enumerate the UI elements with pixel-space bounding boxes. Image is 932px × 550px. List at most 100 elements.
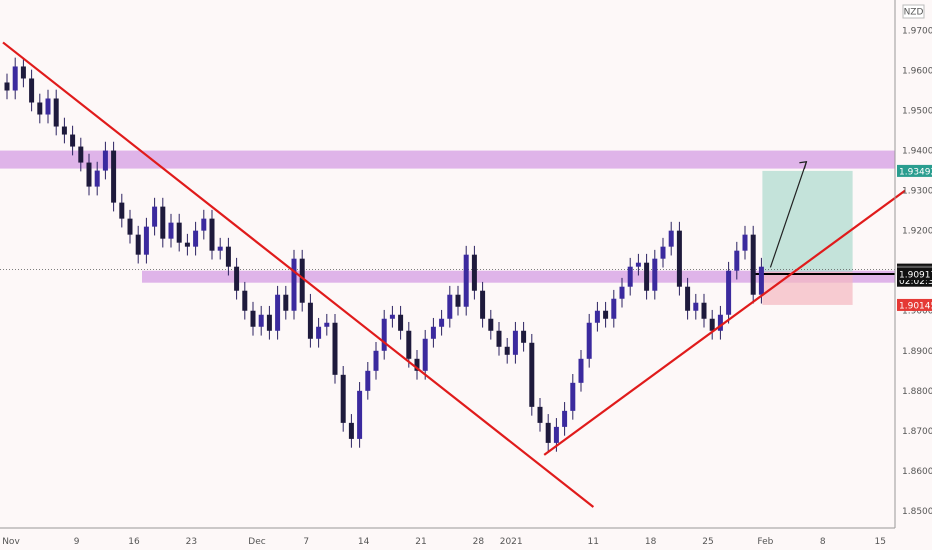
- candle: [668, 221, 674, 256]
- candle-body: [406, 330, 412, 359]
- candle-body: [521, 330, 527, 343]
- candle-body: [357, 390, 363, 439]
- candle-body: [603, 310, 609, 319]
- candle: [685, 277, 691, 320]
- candle: [717, 305, 723, 340]
- candle-body: [758, 266, 764, 295]
- candle-body: [307, 302, 313, 339]
- candle: [316, 317, 322, 348]
- price-tick-label: 1.92000: [902, 227, 932, 237]
- price-tick-label: 1.95000: [902, 107, 932, 117]
- candle: [422, 329, 428, 380]
- candle: [340, 366, 346, 432]
- candle-body: [414, 358, 420, 371]
- target-price-badge: 1.93492: [897, 164, 932, 177]
- candle: [37, 93, 43, 124]
- candle-body: [570, 382, 576, 411]
- candle: [152, 197, 158, 236]
- stop-level-badge-text: 1.90917: [899, 271, 932, 281]
- candle: [406, 321, 412, 368]
- candle-body: [324, 322, 330, 327]
- zones-layer: [0, 150, 895, 283]
- candle-body: [250, 310, 256, 327]
- mid-support-zone: [142, 270, 895, 283]
- candle: [291, 249, 297, 320]
- uptrend-line: [543, 189, 906, 456]
- candle-body: [701, 302, 707, 319]
- time-tick-label: Dec: [248, 537, 265, 547]
- candle: [61, 117, 67, 144]
- candle: [20, 57, 26, 88]
- candle: [143, 217, 149, 264]
- candle: [78, 137, 84, 172]
- time-axis[interactable]: Nov 9 16 23 Dec 7 14 21 28 2021 11 18 25 Feb 8 15: [0, 527, 895, 547]
- candle-body: [619, 286, 625, 299]
- candle-body: [316, 326, 322, 339]
- candle: [12, 57, 18, 100]
- candle: [209, 209, 215, 260]
- candle: [439, 309, 445, 336]
- stop-price-badge: 1.90145: [897, 298, 932, 311]
- candle-body: [111, 150, 117, 203]
- candle-body: [201, 218, 207, 231]
- candle-body: [635, 262, 641, 267]
- candle-body: [398, 314, 404, 331]
- candle-body: [217, 246, 223, 251]
- candle-body: [4, 82, 10, 91]
- candle: [168, 213, 174, 248]
- price-tick-label: 1.90000: [902, 307, 932, 317]
- candle: [504, 337, 510, 364]
- candle-body: [61, 126, 67, 135]
- candle-body: [529, 342, 535, 407]
- candle: [127, 209, 133, 244]
- candle: [119, 193, 125, 228]
- candle-body: [119, 202, 125, 219]
- candle: [660, 237, 666, 268]
- candle-body: [176, 222, 182, 243]
- price-axis[interactable]: NZD 1.970001.960001.950001.940001.930001…: [894, 0, 932, 528]
- candle-body: [480, 290, 486, 319]
- candle-body: [717, 314, 723, 331]
- price-tick-label: 1.86000: [902, 467, 932, 477]
- candle: [726, 261, 732, 324]
- candle: [275, 285, 281, 340]
- candle-body: [299, 258, 305, 303]
- candle-body: [726, 270, 732, 315]
- candle: [709, 309, 715, 340]
- candle: [45, 89, 51, 124]
- candle-body: [258, 314, 264, 327]
- candle-body: [734, 250, 740, 271]
- candle: [496, 321, 502, 356]
- candle-body: [94, 170, 100, 187]
- candle: [373, 341, 379, 380]
- candle-body: [586, 322, 592, 359]
- candle: [676, 221, 682, 296]
- time-tick-label: 2021: [500, 537, 523, 547]
- candle-body: [660, 246, 666, 259]
- time-tick-label: 18: [645, 537, 657, 547]
- candle-body: [53, 98, 59, 127]
- time-tick-label: 9: [74, 537, 80, 547]
- candle: [217, 237, 223, 260]
- trend-lines-layer: [2, 41, 906, 508]
- candle: [570, 374, 576, 420]
- candle: [463, 245, 469, 316]
- candle-body: [644, 262, 650, 291]
- candle-body: [340, 374, 346, 423]
- candle: [635, 253, 641, 276]
- candle-body: [332, 322, 338, 375]
- time-tick-label: 11: [587, 537, 598, 547]
- candle: [512, 321, 518, 364]
- upper-resistance-zone: [0, 150, 895, 169]
- candle-body: [365, 370, 371, 391]
- candle-body: [652, 258, 658, 291]
- candle-body: [611, 298, 617, 319]
- candle: [348, 414, 354, 448]
- candle: [701, 293, 707, 328]
- candle-body: [463, 254, 469, 307]
- candle: [184, 233, 190, 256]
- time-tick-label: 8: [820, 537, 826, 547]
- candle: [521, 321, 527, 352]
- candle-body: [545, 422, 551, 443]
